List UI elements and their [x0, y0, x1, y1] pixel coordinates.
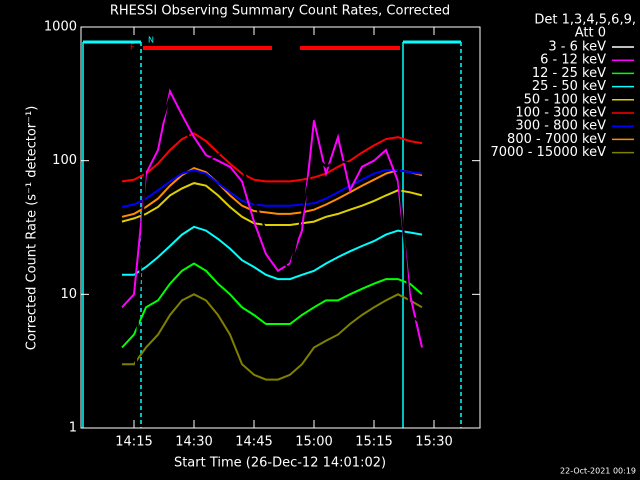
series-line	[121, 182, 423, 226]
legend-label: 6 - 12 keV	[540, 53, 606, 68]
legend-label: 7000 - 15000 keV	[491, 145, 607, 160]
series-line	[122, 94, 423, 406]
x-tick-label: 14:45	[235, 435, 272, 450]
legend-header: Att 0	[575, 26, 606, 41]
y-axis-label: Corrected Count Rate (s⁻¹ detector⁻¹)	[25, 106, 40, 351]
legend-label: 800 - 7000 keV	[507, 132, 606, 147]
annotation: F	[130, 43, 135, 52]
series-line	[121, 167, 423, 218]
legend-label: 12 - 25 keV	[532, 66, 606, 81]
y-tick-label: 1	[69, 421, 77, 436]
legend-label: 50 - 100 keV	[524, 92, 607, 107]
series-line	[121, 262, 423, 349]
series-line	[121, 88, 423, 348]
annotation: N	[148, 36, 154, 45]
timestamp: 22-Oct-2021 00:19	[560, 467, 636, 476]
y-tick-label: 1000	[44, 20, 77, 35]
x-tick-label: 15:00	[295, 435, 332, 450]
x-tick-label: 14:15	[115, 435, 152, 450]
x-tick-label: 14:30	[175, 435, 212, 450]
x-tick-label: 15:30	[415, 435, 452, 450]
series-line	[122, 293, 423, 381]
legend-label: 300 - 800 keV	[515, 119, 606, 134]
legend-label: 100 - 300 keV	[515, 106, 606, 121]
x-axis-label: Start Time (26-Dec-12 14:01:02)	[174, 456, 386, 471]
chart-title: RHESSI Observing Summary Count Rates, Co…	[110, 4, 450, 19]
legend-label: 3 - 6 keV	[548, 40, 606, 55]
x-tick-label: 15:15	[355, 435, 392, 450]
y-tick-label: 100	[52, 153, 77, 168]
series-line	[121, 132, 423, 183]
legend-label: 25 - 50 keV	[532, 79, 606, 94]
series-line	[121, 169, 423, 208]
series-line	[122, 225, 423, 281]
legend-header: Det 1,3,4,5,6,9,	[534, 13, 636, 28]
y-tick-label: 10	[60, 287, 77, 302]
plot-frame	[80, 26, 481, 429]
